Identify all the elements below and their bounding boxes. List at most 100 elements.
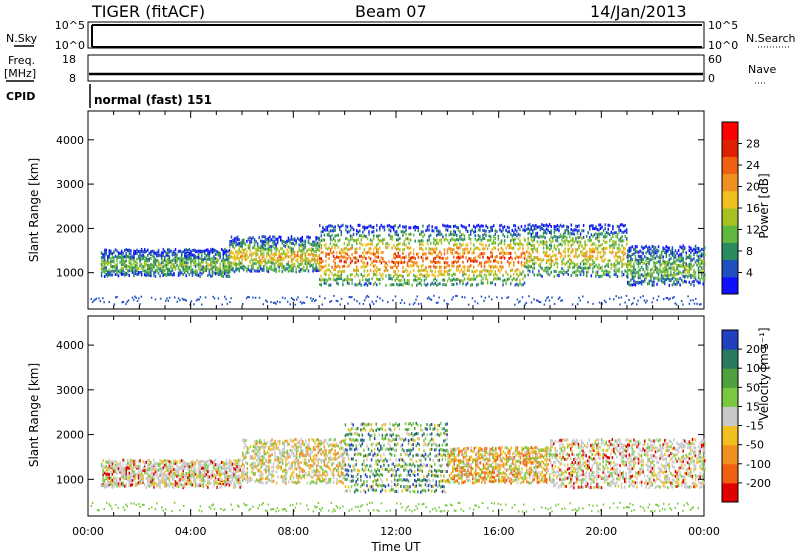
data-cell: [653, 245, 655, 249]
data-cell: [466, 251, 469, 255]
data-cell: [197, 298, 199, 301]
data-cell: [236, 475, 238, 479]
data-cell: [646, 299, 648, 302]
data-cell: [556, 227, 559, 231]
data-cell: [233, 239, 236, 243]
data-cell: [191, 273, 194, 277]
data-cell: [416, 274, 418, 278]
data-cell: [113, 478, 115, 482]
data-cell: [459, 281, 461, 285]
data-cell: [298, 269, 300, 273]
data-cell: [673, 260, 675, 264]
data-cell: [282, 469, 284, 473]
data-cell: [668, 266, 671, 270]
data-cell: [585, 250, 588, 254]
data-cell: [610, 266, 613, 270]
data-cell: [377, 234, 380, 238]
data-cell: [326, 268, 329, 272]
data-cell: [207, 485, 209, 489]
data-cell: [208, 475, 211, 479]
data-cell: [303, 243, 305, 247]
data-cell: [207, 248, 209, 252]
data-cell: [375, 234, 378, 238]
data-cell: [253, 251, 256, 255]
data-cell: [168, 484, 171, 488]
data-cell: [136, 465, 138, 469]
data-cell: [264, 247, 267, 251]
data-cell: [174, 265, 177, 269]
data-cell: [509, 251, 512, 255]
data-cell: [572, 250, 574, 254]
data-cell: [679, 255, 681, 259]
data-cell: [668, 278, 671, 282]
data-cell: [459, 264, 461, 268]
data-cell: [665, 274, 667, 278]
data-cell: [457, 255, 460, 259]
data-cell: [202, 480, 204, 484]
data-cell: [429, 252, 432, 256]
data-cell: [188, 273, 191, 277]
data-cell: [477, 234, 480, 238]
data-cell: [599, 232, 602, 236]
data-cell: [111, 259, 114, 263]
data-cell: [245, 472, 247, 476]
data-cell: [351, 282, 353, 286]
data-cell: [301, 252, 304, 256]
data-cell: [459, 279, 461, 283]
data-cell: [320, 261, 323, 265]
data-cell: [375, 250, 378, 254]
data-cell: [168, 467, 171, 471]
data-cell: [130, 474, 132, 478]
data-cell: [497, 237, 500, 241]
data-cell: [595, 236, 597, 240]
data-cell: [365, 257, 367, 261]
data-cell: [383, 225, 386, 229]
data-cell: [228, 274, 231, 278]
data-cell: [562, 261, 565, 265]
data-cell: [242, 454, 244, 458]
data-cell: [157, 263, 160, 267]
data-cell: [342, 264, 344, 268]
data-cell: [256, 247, 259, 251]
data-cell: [399, 248, 401, 252]
data-cell: [389, 274, 392, 278]
data-cell: [234, 462, 237, 466]
data-cell: [117, 484, 120, 488]
data-cell: [247, 268, 250, 272]
data-cell: [456, 278, 458, 282]
data-cell: [220, 477, 223, 481]
data-cell: [276, 257, 279, 261]
data-cell: [657, 255, 660, 259]
data-cell: [530, 265, 532, 269]
data-cell: [633, 279, 635, 283]
data-cell: [230, 474, 232, 478]
data-cell: [248, 451, 250, 455]
data-cell: [315, 264, 317, 268]
data-cell: [258, 441, 261, 445]
data-cell: [679, 283, 681, 287]
data-cell: [466, 229, 469, 233]
data-cell: [396, 232, 398, 236]
data-cell: [310, 252, 313, 256]
data-cell: [263, 449, 266, 453]
data-cell: [542, 250, 545, 254]
data-cell: [662, 261, 664, 265]
data-cell: [663, 280, 666, 284]
data-cell: [168, 472, 171, 476]
power-colorbar-label: Power [dB]: [757, 173, 771, 238]
data-cell: [193, 476, 195, 480]
data-cell: [468, 274, 470, 278]
data-cell: [277, 458, 279, 462]
data-cell: [147, 459, 149, 463]
data-cell: [234, 469, 237, 473]
data-cell: [532, 247, 534, 251]
data-cell: [225, 258, 228, 262]
data-cell: [247, 243, 250, 247]
data-cell: [558, 248, 560, 252]
data-cell: [125, 251, 127, 255]
data-cell: [394, 224, 396, 228]
data-cell: [365, 251, 367, 255]
data-cell: [374, 245, 376, 249]
data-cell: [439, 238, 441, 242]
data-cell: [100, 465, 103, 469]
